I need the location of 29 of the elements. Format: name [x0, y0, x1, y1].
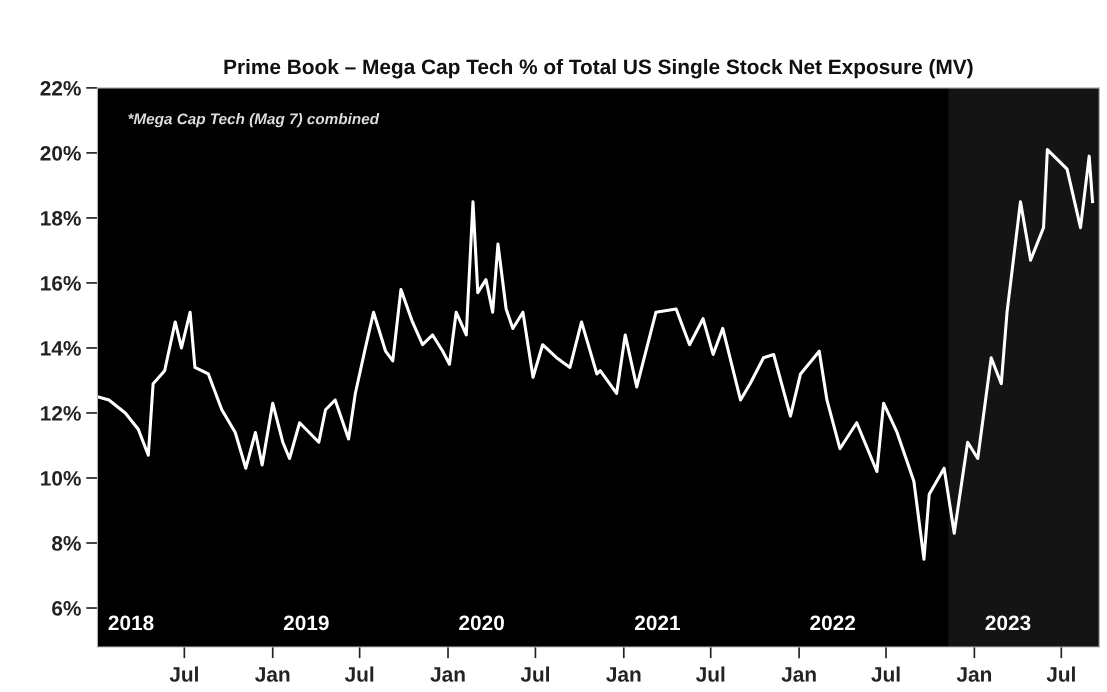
annotation: 2018	[108, 615, 154, 631]
x-tick-label: Jul	[344, 666, 374, 682]
chart-title: Prime Book – Mega Cap Tech % of Total US Single Stock Net Exposure (MV)	[224, 58, 973, 79]
x-tick-label: Jan	[606, 667, 641, 682]
x-tick-label: Jul	[871, 666, 900, 682]
y-tick-label: 22%	[40, 80, 81, 96]
x-tick-label: Jan	[781, 667, 816, 682]
x-tick-label: Jul	[169, 666, 198, 682]
x-tick-label: Jan	[956, 667, 992, 682]
annotation: 2020	[459, 615, 504, 631]
x-tick-label: Jul	[520, 666, 549, 682]
x-tick-label: Jan	[255, 667, 290, 682]
y-tick-label: 16%	[41, 275, 81, 291]
y-tick-label: 8%	[51, 536, 81, 551]
y-tick-label: 10%	[41, 470, 81, 486]
annotation: 2023	[985, 615, 1031, 631]
annotation: 2019	[283, 615, 329, 631]
x-tick-label: Jul	[1046, 666, 1075, 682]
annotation: *Mega Cap Tech (Mag 7) combined	[128, 113, 380, 128]
line-series	[97, 148, 1095, 561]
y-tick-label: 6%	[52, 601, 81, 616]
annotation: 2022	[810, 615, 856, 631]
y-tick-label: 12%	[41, 405, 81, 421]
x-tick-label: Jul	[695, 666, 725, 682]
y-tick-label: 14%	[41, 341, 81, 356]
y-tick-label: 18%	[41, 210, 81, 226]
annotation: 2021	[634, 615, 680, 631]
x-tick-label: Jan	[430, 667, 465, 682]
y-tick-label: 20%	[40, 145, 81, 161]
